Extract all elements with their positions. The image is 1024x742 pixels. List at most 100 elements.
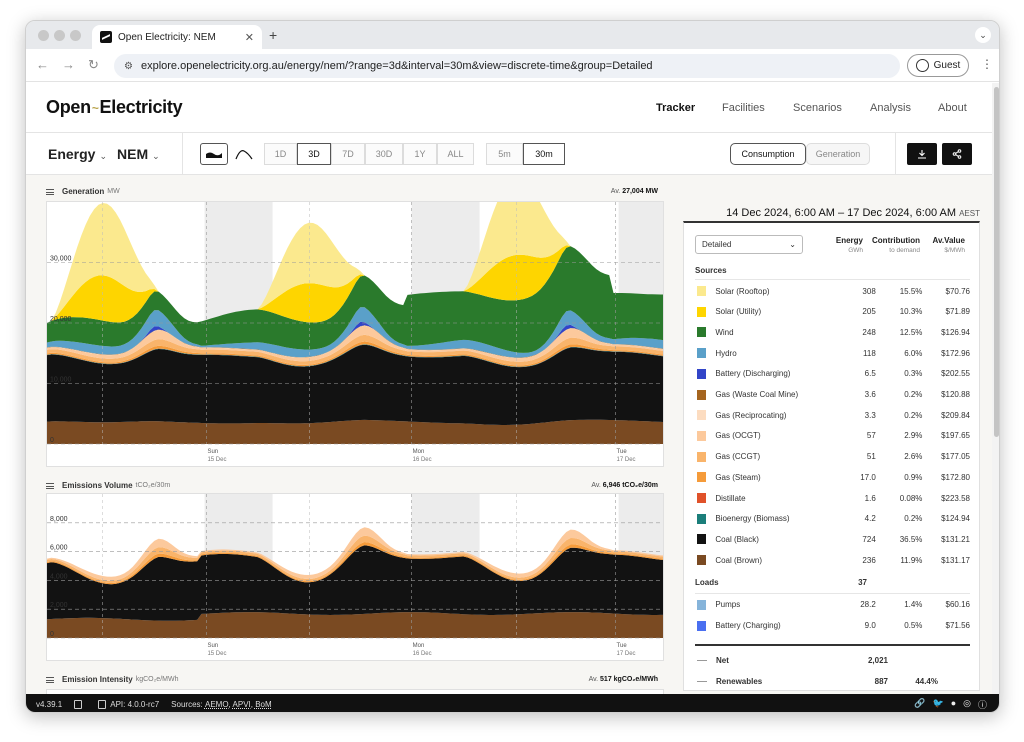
range-3d-button[interactable]: 3D bbox=[297, 143, 331, 165]
price-value: $71.56 bbox=[945, 621, 970, 630]
sources-row[interactable]: Gas (Waste Coal Mine) 3.6 0.2% $120.88 bbox=[695, 385, 970, 405]
clipboard-button[interactable] bbox=[74, 699, 86, 709]
hamburger-icon[interactable] bbox=[46, 188, 54, 195]
group-select[interactable]: Detailed ⌄ bbox=[695, 235, 803, 254]
range-7d-button[interactable]: 7D bbox=[331, 143, 365, 165]
tab-title: Open Electricity: NEM bbox=[118, 31, 216, 43]
reload-icon[interactable]: ↻ bbox=[88, 57, 99, 72]
new-tab-button[interactable]: + bbox=[269, 27, 278, 43]
line-chart-view-button[interactable] bbox=[230, 143, 258, 165]
sources-prefix: Sources: bbox=[171, 699, 203, 709]
generation-toggle[interactable]: Generation bbox=[806, 143, 870, 165]
range-all-button[interactable]: ALL bbox=[437, 143, 474, 165]
sources-row[interactable]: Gas (Steam) 17.0 0.9% $172.80 bbox=[695, 467, 970, 487]
back-arrow-icon[interactable]: ← bbox=[36, 57, 49, 72]
series-area bbox=[47, 527, 663, 581]
hamburger-icon[interactable] bbox=[46, 676, 54, 683]
sources-row[interactable]: Solar (Utility) 205 10.3% $71.89 bbox=[695, 302, 970, 322]
emissions-chart[interactable]: 8,000 6,000 4,000 2,000 0 Sun 15 Dec Mon 16 Dec T… bbox=[46, 493, 664, 661]
x-tick-date: 17 Dec bbox=[617, 651, 636, 657]
sources-row[interactable]: Gas (Reciprocating) 3.3 0.2% $209.84 bbox=[695, 405, 970, 425]
renewables-row-percent: 44.4% bbox=[915, 676, 938, 686]
price-value: $126.94 bbox=[941, 327, 970, 337]
share-button[interactable] bbox=[942, 143, 972, 165]
area-chart-view-button[interactable] bbox=[200, 143, 228, 165]
contribution-value: 0.2% bbox=[904, 514, 923, 524]
net-row-value: 2,021 bbox=[867, 655, 888, 665]
loads-row[interactable]: Battery (Charging) 9.0 0.5% $71.56 bbox=[695, 616, 970, 636]
color-swatch bbox=[697, 555, 707, 566]
emissions-chart-svg: 8,000 6,000 4,000 2,000 0 Sun 15 Dec Mon 16 Dec T… bbox=[47, 494, 663, 657]
divider bbox=[695, 279, 970, 280]
browser-toolbar: ← → ↻ ⚙ explore.openelectricity.org.au/e… bbox=[26, 49, 999, 82]
page-scrollbar[interactable] bbox=[992, 83, 999, 694]
tab-search-chevron-icon[interactable]: ⌄ bbox=[975, 27, 991, 43]
url-text: explore.openelectricity.org.au/energy/ne… bbox=[140, 60, 653, 72]
github-icon[interactable]: ● bbox=[950, 698, 957, 708]
source-name: Coal (Black) bbox=[715, 534, 759, 544]
forward-arrow-icon[interactable]: → bbox=[62, 57, 75, 72]
twitter-icon[interactable]: 🐦 bbox=[932, 698, 944, 708]
metric-select[interactable]: Energy ⌄ bbox=[48, 146, 107, 162]
source-name: Solar (Rooftop) bbox=[715, 286, 770, 296]
minimize-window-icon[interactable] bbox=[54, 30, 65, 41]
source-name: Pumps bbox=[715, 600, 741, 610]
sources-row[interactable]: Wind 248 12.5% $126.94 bbox=[695, 322, 970, 342]
price-value: $209.84 bbox=[941, 410, 970, 420]
browser-menu-icon[interactable]: ⋮ bbox=[981, 57, 993, 71]
site-logo[interactable]: Open ~ Electricity bbox=[46, 97, 183, 118]
sources-row[interactable]: Solar (Rooftop) 308 15.5% $70.76 bbox=[695, 281, 970, 301]
sources-row[interactable]: Battery (Discharging) 6.5 0.3% $202.55 bbox=[695, 364, 970, 384]
nav-scenarios[interactable]: Scenarios bbox=[793, 102, 842, 114]
hamburger-icon[interactable] bbox=[46, 482, 54, 489]
browser-tab[interactable]: Open Electricity: NEM ✕ bbox=[92, 25, 262, 49]
emissions-unit: tCO₂e/30m bbox=[135, 482, 171, 489]
nav-about[interactable]: About bbox=[938, 102, 967, 114]
source-name: Gas (OCGT) bbox=[715, 431, 761, 441]
nav-tracker[interactable]: Tracker bbox=[656, 102, 696, 114]
energy-value: 3.3 bbox=[864, 410, 876, 420]
range-1y-button[interactable]: 1Y bbox=[403, 143, 437, 165]
series-area bbox=[47, 419, 663, 444]
metric-label: Energy bbox=[48, 146, 96, 162]
generation-chart[interactable]: 30,000 20,000 10,000 0 Sun 15 Dec Mon 16 Dec Tue… bbox=[46, 201, 664, 467]
region-select[interactable]: NEM ⌄ bbox=[117, 146, 160, 162]
value-header-label: Av.Value bbox=[932, 236, 965, 245]
chevron-down-icon: ⌄ bbox=[789, 240, 796, 249]
scrollbar-thumb[interactable] bbox=[994, 87, 999, 437]
nav-analysis[interactable]: Analysis bbox=[870, 102, 911, 114]
sources-row[interactable]: Distillate 1.6 0.08% $223.58 bbox=[695, 488, 970, 508]
sources-row[interactable]: Coal (Black) 724 36.5% $131.21 bbox=[695, 529, 970, 549]
interval-5m-button[interactable]: 5m bbox=[486, 143, 523, 165]
sources-row[interactable]: Coal (Brown) 236 11.9% $131.17 bbox=[695, 550, 970, 570]
sources-row[interactable]: Gas (OCGT) 57 2.9% $197.65 bbox=[695, 426, 970, 446]
value-column-header: Av.Value $/MWh bbox=[922, 236, 965, 254]
consumption-toggle[interactable]: Consumption bbox=[730, 143, 806, 165]
address-bar[interactable]: ⚙ explore.openelectricity.org.au/energy/… bbox=[114, 54, 900, 78]
range-1d-button[interactable]: 1D bbox=[264, 143, 297, 165]
close-window-icon[interactable] bbox=[38, 30, 49, 41]
contribution-column-header: Contribution to demand bbox=[866, 236, 920, 254]
net-row-label: Net bbox=[716, 655, 729, 665]
site-settings-icon[interactable]: ⚙ bbox=[124, 60, 133, 72]
download-button[interactable] bbox=[907, 143, 937, 165]
y-tick-label: 8,000 bbox=[50, 516, 68, 523]
info-icon[interactable]: ⓘ bbox=[977, 700, 987, 710]
maximize-window-icon[interactable] bbox=[70, 30, 81, 41]
sources-links[interactable]: AEMO, APVI, BoM bbox=[204, 699, 272, 709]
range-30d-button[interactable]: 30D bbox=[365, 143, 403, 165]
sources-row[interactable]: Hydro 118 6.0% $172.96 bbox=[695, 343, 970, 363]
energy-value: 308 bbox=[862, 286, 876, 296]
loads-row[interactable]: Pumps 28.2 1.4% $60.16 bbox=[695, 595, 970, 615]
profile-button[interactable]: Guest bbox=[907, 54, 969, 77]
controls-bar: Energy ⌄ NEM ⌄ 1D 3D 7D 30D 1Y ALL 5m 30m … bbox=[26, 133, 992, 175]
discord-icon[interactable]: ◎ bbox=[963, 698, 971, 708]
color-swatch bbox=[697, 368, 707, 379]
nav-facilities[interactable]: Facilities bbox=[722, 102, 765, 114]
sources-row[interactable]: Bioenergy (Biomass) 4.2 0.2% $124.94 bbox=[695, 509, 970, 529]
interval-30m-button[interactable]: 30m bbox=[523, 143, 565, 165]
sources-row[interactable]: Gas (CCGT) 51 2.6% $177.05 bbox=[695, 447, 970, 467]
tab-close-icon[interactable]: ✕ bbox=[244, 31, 254, 44]
link-icon[interactable]: 🔗 bbox=[914, 698, 926, 708]
intensity-chart[interactable] bbox=[46, 689, 664, 694]
